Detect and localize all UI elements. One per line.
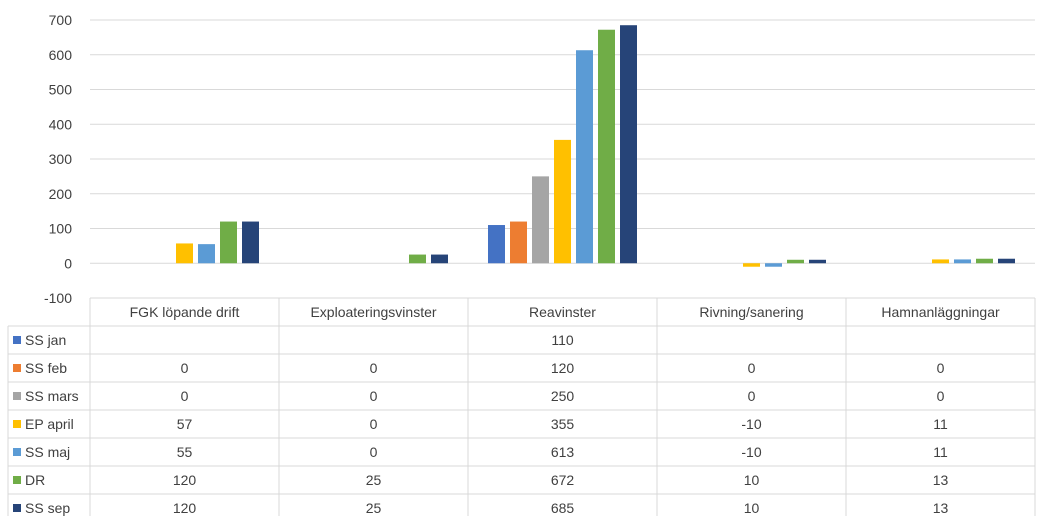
bar xyxy=(220,221,237,264)
data-label: 672 xyxy=(551,472,575,488)
bar xyxy=(787,259,804,264)
data-label: 0 xyxy=(370,388,378,404)
data-label: 0 xyxy=(370,416,378,432)
data-label: 0 xyxy=(937,388,945,404)
bar xyxy=(620,25,637,264)
category-label: Exploateringsvinster xyxy=(310,304,436,320)
bar xyxy=(488,225,505,264)
data-label: 0 xyxy=(937,360,945,376)
bar xyxy=(176,243,193,264)
legend-key xyxy=(13,448,21,456)
data-label: 13 xyxy=(933,500,949,516)
legend-key xyxy=(13,504,21,512)
data-label: 11 xyxy=(933,416,948,432)
data-label: 0 xyxy=(748,360,756,376)
y-tick-label: -100 xyxy=(44,290,72,306)
data-label: 13 xyxy=(933,472,949,488)
legend-key xyxy=(13,392,21,400)
bar xyxy=(242,221,259,264)
bar xyxy=(743,263,760,267)
bar xyxy=(932,259,949,264)
legend-key xyxy=(13,336,21,344)
legend-key xyxy=(13,476,21,484)
y-tick-label: 0 xyxy=(64,255,72,271)
data-label: 0 xyxy=(748,388,756,404)
data-label: -10 xyxy=(741,444,761,460)
data-label: 10 xyxy=(744,500,760,516)
data-label: 613 xyxy=(551,444,575,460)
bar xyxy=(510,221,527,264)
data-label: 0 xyxy=(181,388,189,404)
series-label: SS mars xyxy=(25,388,79,404)
data-label: 57 xyxy=(177,416,193,432)
bar xyxy=(576,50,593,264)
data-label: 25 xyxy=(366,500,382,516)
data-label: 55 xyxy=(177,444,193,460)
data-label: 10 xyxy=(744,472,760,488)
series-label: DR xyxy=(25,472,45,488)
legend-key xyxy=(13,364,21,372)
bar xyxy=(431,254,448,264)
bar xyxy=(954,259,971,264)
bar xyxy=(409,254,426,264)
data-label: 0 xyxy=(370,444,378,460)
data-label: 120 xyxy=(173,500,197,516)
data-table: FGK löpande drift Exploateringsvinster Rea… xyxy=(7,297,1036,516)
data-label: 0 xyxy=(370,360,378,376)
series-label: SS sep xyxy=(25,500,70,516)
data-label: 120 xyxy=(173,472,197,488)
y-tick-label: 400 xyxy=(49,116,73,132)
y-tick-label: 500 xyxy=(49,82,73,98)
bar xyxy=(532,176,549,264)
data-label: 355 xyxy=(551,416,575,432)
y-tick-label: 300 xyxy=(49,151,73,167)
y-tick-label: 700 xyxy=(49,12,73,28)
category-label: Reavinster xyxy=(529,304,596,320)
bar xyxy=(198,244,215,264)
data-label: 11 xyxy=(933,444,948,460)
category-label: FGK löpande drift xyxy=(130,304,240,320)
data-label: 25 xyxy=(366,472,382,488)
y-tick-label: 100 xyxy=(49,221,73,237)
legend-key xyxy=(13,420,21,428)
category-label: Hamnanläggningar xyxy=(881,304,1000,320)
bar xyxy=(598,29,615,264)
series-label: SS maj xyxy=(25,444,70,460)
bar xyxy=(998,258,1015,264)
data-label: 685 xyxy=(551,500,575,516)
data-label: -10 xyxy=(741,416,761,432)
series-label: SS jan xyxy=(25,332,66,348)
data-label: 250 xyxy=(551,388,575,404)
bar xyxy=(809,259,826,264)
series-label: SS feb xyxy=(25,360,67,376)
bar xyxy=(976,258,993,264)
y-axis-ticks: 700 600 500 400 300 200 100 0 -100 xyxy=(44,12,72,306)
data-label: 110 xyxy=(551,332,574,348)
y-tick-label: 600 xyxy=(49,47,73,63)
y-tick-label: 200 xyxy=(49,186,73,202)
bar xyxy=(554,139,571,264)
data-label: 0 xyxy=(181,360,189,376)
bar xyxy=(765,263,782,267)
category-label: Rivning/sanering xyxy=(699,304,803,320)
bars xyxy=(176,25,1015,267)
data-label: 120 xyxy=(551,360,575,376)
series-label: EP april xyxy=(25,416,74,432)
